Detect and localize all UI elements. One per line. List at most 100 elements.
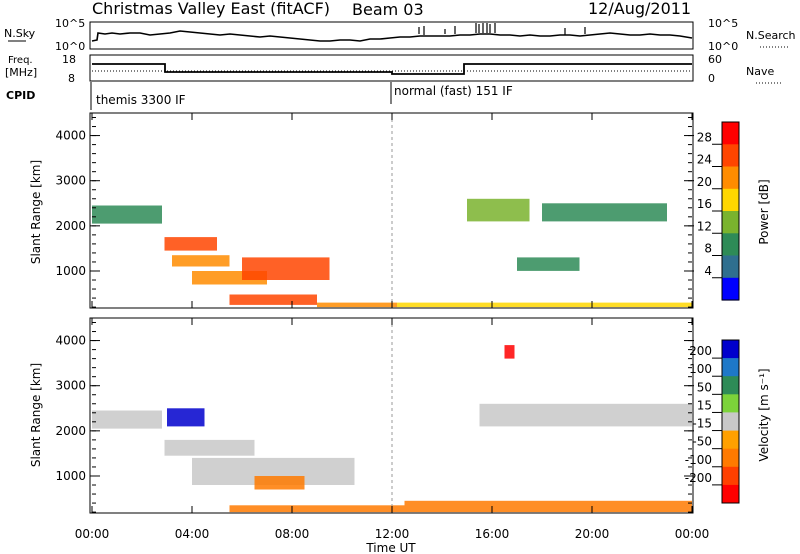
x-tick-label: 20:00 [575, 527, 610, 541]
colorbar-tick-label: 16 [697, 197, 712, 211]
colorbar-swatch [722, 466, 739, 486]
colorbar-tick-label: -15 [692, 417, 712, 431]
heatmap-cell [404, 500, 692, 513]
time-x-axis: 00:00 04:00 08:00 12:00 16:00 20:00 00:00 [75, 113, 710, 541]
freq-tick-low: 8 [68, 72, 75, 85]
colorbar-tick-label: 4 [704, 264, 712, 278]
colorbar-tick-label: 12 [697, 219, 712, 233]
nsky-trace [91, 30, 693, 42]
nsky-tick-low: 10^0 [55, 40, 85, 53]
y-tick-label: 1000 [55, 264, 86, 278]
colorbar-swatch [722, 211, 739, 234]
heatmap-cell [397, 302, 692, 308]
cpid-label: CPID [6, 89, 35, 102]
date-label: 12/Aug/2011 [588, 0, 691, 18]
heatmap-cell [164, 439, 255, 456]
colorbar-tick-label: -200 [685, 471, 712, 485]
velocity-y-label: Slant Range [km] [29, 363, 43, 467]
colorbar-swatch [722, 122, 739, 145]
heatmap-cell [167, 408, 205, 427]
x-tick-label: 16:00 [475, 527, 510, 541]
nsky-panel: N.Sky 10^5 10^0 10^5 10^0 N.Search [4, 17, 796, 53]
power-colorbar-label: Power [dB] [757, 179, 771, 244]
colorbar-frame [721, 339, 740, 504]
colorbar-swatch [722, 188, 739, 212]
x-tick-label: 04:00 [175, 527, 210, 541]
power-y-label: Slant Range [km] [29, 160, 43, 264]
power-panel: 1000 2000 3000 4000 Slant Range [km] [29, 112, 694, 309]
colorbar-swatch [722, 340, 739, 359]
heatmap-cell [92, 205, 162, 224]
nave-label: Nave [746, 65, 774, 78]
velocity-colorbar: 200 100 50 15 -15 -50 -100 -200 [685, 339, 740, 504]
colorbar-swatch [722, 166, 739, 190]
heatmap-cell [542, 203, 667, 222]
x-tick-label: 00:00 [675, 527, 710, 541]
y-tick-label: 2000 [55, 219, 86, 233]
y-tick-label: 3000 [55, 379, 86, 393]
x-axis-title: Time UT [365, 541, 416, 554]
colorbar-swatch [722, 358, 739, 377]
heatmap-cell [229, 294, 317, 305]
power-heatmap [92, 113, 692, 308]
velocity-colorbar-label: Velocity [m s⁻¹] [757, 368, 771, 461]
heatmap-cell [92, 410, 162, 429]
heatmap-cell [317, 302, 397, 308]
colorbar-tick-label: 28 [697, 130, 712, 144]
cpid-row: CPID themis 3300 IF normal (fast) 151 IF [6, 82, 513, 110]
x-tick-label: 08:00 [275, 527, 310, 541]
colorbar-swatch [722, 144, 739, 168]
heatmap-cell [164, 237, 217, 251]
velocity-heatmap [92, 318, 692, 513]
colorbar-tick-label: 20 [697, 175, 712, 189]
heatmap-cell [504, 345, 515, 359]
colorbar-tick-label: 200 [689, 344, 712, 358]
nave-tick-high: 60 [708, 53, 722, 66]
colorbar-tick-label: -50 [692, 435, 712, 449]
freq-trace [92, 63, 692, 75]
colorbar-tick-label: 15 [697, 398, 712, 412]
y-tick-label: 1000 [55, 469, 86, 483]
cpid-segment-2: normal (fast) 151 IF [394, 84, 513, 98]
colorbar-swatch [722, 394, 739, 413]
freq-label-2: [MHz] [5, 66, 37, 79]
plot-title: Christmas Valley East (fitACF) [92, 0, 330, 18]
nsearch-tick-low: 10^0 [708, 40, 738, 53]
nsky-label: N.Sky [4, 27, 36, 40]
y-tick-label: 4000 [55, 334, 86, 348]
nsearch-label: N.Search [746, 29, 796, 42]
colorbar-tick-label: 50 [697, 380, 712, 394]
nave-tick-low: 0 [708, 72, 715, 85]
colorbar-swatch [722, 376, 739, 395]
y-tick-label: 3000 [55, 174, 86, 188]
freq-label-1: Freq. [8, 55, 33, 66]
velocity-panel: 1000 2000 3000 4000 Slant Range [km] [29, 317, 694, 514]
colorbar-swatch [722, 255, 739, 279]
heatmap-cell [229, 505, 405, 513]
colorbar-swatch [722, 412, 739, 431]
colorbar-swatch [722, 233, 739, 257]
beam-label: Beam 03 [352, 0, 424, 19]
colorbar-tick-label: 24 [697, 153, 712, 167]
y-tick-label: 2000 [55, 424, 86, 438]
velocity-y-axis: 1000 2000 3000 4000 [55, 322, 694, 513]
heatmap-cell [254, 476, 305, 490]
x-tick-label: 00:00 [75, 527, 110, 541]
x-tick-label: 12:00 [375, 527, 410, 541]
heatmap-cell [467, 198, 530, 222]
freq-panel: Freq. [MHz] 18 8 60 0 Nave [5, 53, 782, 85]
colorbar-swatch [722, 430, 739, 450]
heatmap-cell [172, 255, 230, 267]
colorbar-tick-label: -100 [685, 453, 712, 467]
heatmap-cell [517, 257, 580, 271]
colorbar-swatch [722, 448, 739, 468]
power-colorbar: 28 24 20 16 12 8 4 [697, 121, 740, 301]
nsearch-tick-high: 10^5 [708, 17, 738, 30]
nsky-tick-high: 10^5 [55, 17, 85, 30]
colorbar-swatch [722, 277, 739, 301]
colorbar-tick-label: 8 [704, 242, 712, 256]
colorbar-tick-label: 100 [689, 362, 712, 376]
heatmap-cell [242, 257, 330, 280]
freq-tick-high: 18 [62, 53, 76, 66]
